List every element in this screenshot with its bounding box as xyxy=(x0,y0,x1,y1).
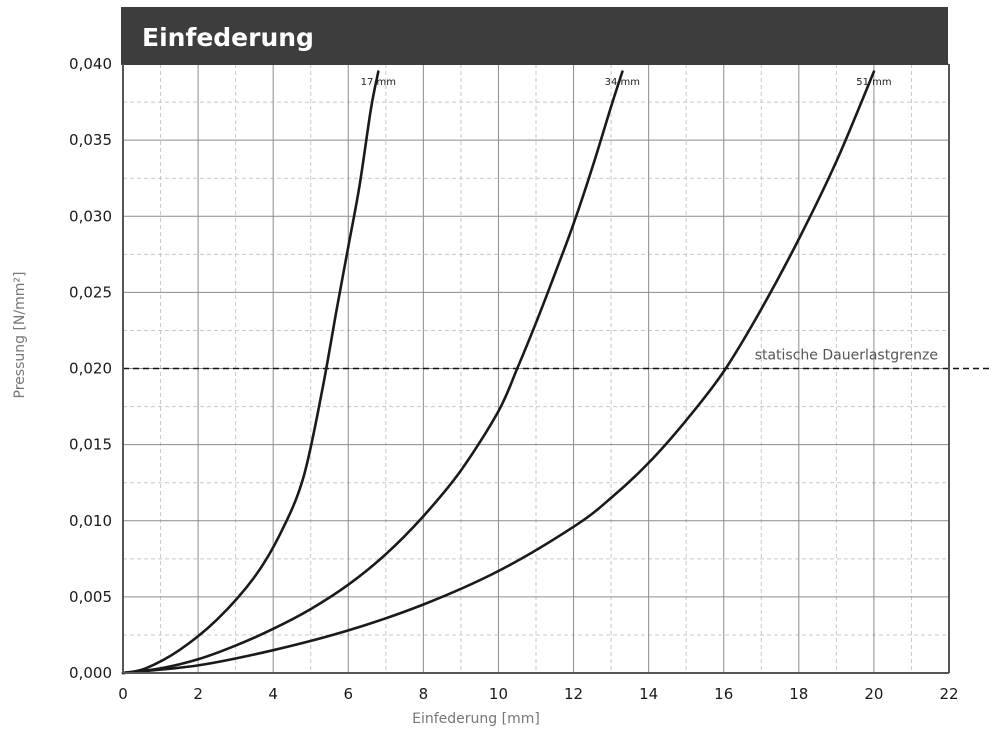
x-tick-label: 16 xyxy=(714,685,733,703)
y-tick-label: 0,030 xyxy=(69,207,112,225)
x-tick-label: 0 xyxy=(118,685,128,703)
series-lines xyxy=(121,70,876,675)
y-tick-label: 0,015 xyxy=(69,436,112,454)
x-tick-label: 6 xyxy=(343,685,353,703)
chart-title: Einfederung xyxy=(142,23,314,52)
x-tick-label: 12 xyxy=(564,685,583,703)
x-tick-label: 4 xyxy=(268,685,278,703)
y-axis-title: Pressung [N/mm²] xyxy=(12,272,28,399)
y-tick-labels: 0,000 0,005 0,010 0,015 0,020 0,025 0,030 0,035… xyxy=(69,55,112,682)
series-labels: 17 mm 34 mm 51 mm xyxy=(361,77,892,88)
x-tick-label: 18 xyxy=(789,685,808,703)
reference-line-label: statische Dauerlastgrenze xyxy=(755,348,938,364)
x-tick-label: 14 xyxy=(639,685,658,703)
y-tick-label: 0,010 xyxy=(69,512,112,530)
axes xyxy=(122,64,950,674)
x-tick-labels: 0 2 4 6 8 10 12 14 16 18 20 22 xyxy=(118,685,958,703)
x-tick-label: 2 xyxy=(193,685,203,703)
series-line-3 xyxy=(121,70,876,675)
chart-title-bar xyxy=(121,7,948,65)
series-line-1 xyxy=(121,70,380,675)
y-tick-label: 0,005 xyxy=(69,588,112,606)
series-line-2 xyxy=(121,70,624,675)
y-tick-label: 0,025 xyxy=(69,283,112,301)
y-tick-label: 0,035 xyxy=(69,131,112,149)
y-tick-label: 0,000 xyxy=(69,664,112,682)
series-label: 34 mm xyxy=(605,77,640,88)
x-tick-label: 20 xyxy=(864,685,883,703)
series-label: 51 mm xyxy=(856,77,891,88)
x-tick-label: 8 xyxy=(419,685,429,703)
series-label: 17 mm xyxy=(361,77,396,88)
x-axis-title: Einfederung [mm] xyxy=(412,711,540,727)
y-tick-label: 0,040 xyxy=(69,55,112,73)
x-tick-label: 22 xyxy=(939,685,958,703)
y-tick-label: 0,020 xyxy=(69,360,112,378)
x-tick-label: 10 xyxy=(489,685,508,703)
reference-lines: statische Dauerlastgrenze xyxy=(123,348,990,370)
